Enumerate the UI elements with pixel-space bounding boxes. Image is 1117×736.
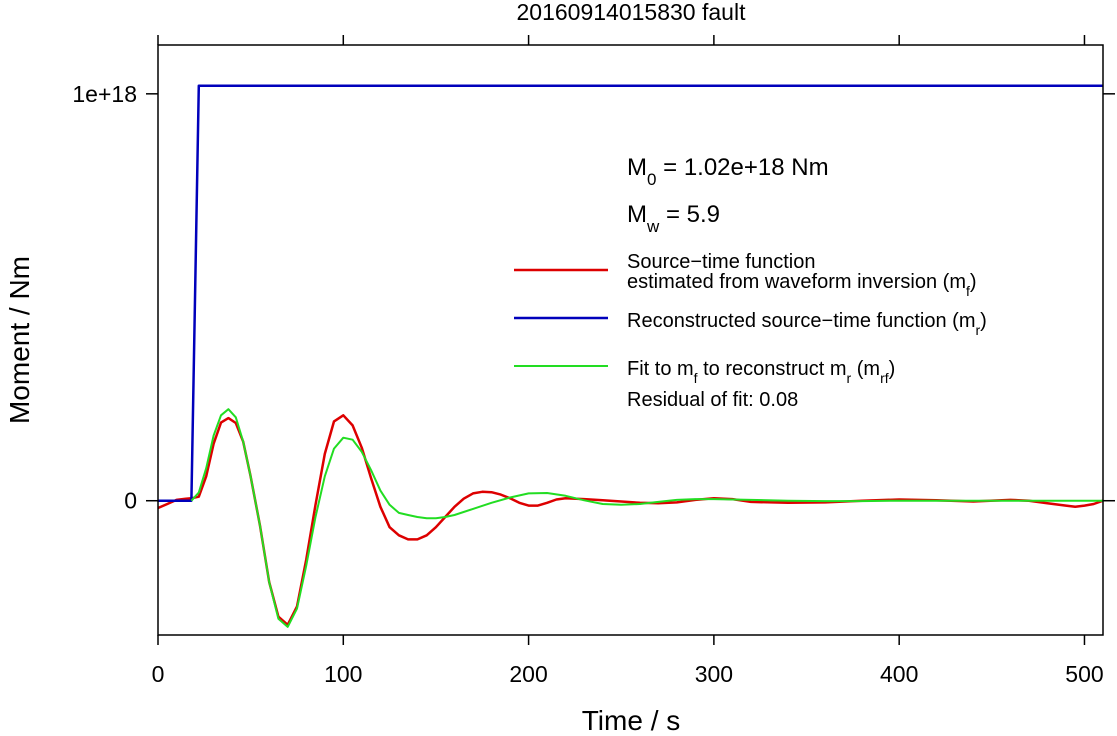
residual-annotation: Residual of fit: 0.08 (627, 389, 798, 411)
y-tick-label: 1e+18 (72, 81, 137, 107)
y-axis-label: Moment / Nm (4, 256, 35, 424)
legend-label: estimated from waveform inversion (mf) (627, 271, 977, 299)
annotations: M0 = 1.02e+18 Nm Mw = 5.9 Residual of fit:… (627, 154, 829, 411)
ticks-layer: 0 100 200 300 400 500 0 1e+18 (72, 35, 1115, 687)
x-tick-label: 400 (880, 661, 918, 687)
x-tick-label: 100 (324, 661, 362, 687)
legend-label: Reconstructed source−time function (mr) (627, 310, 987, 338)
series-mrf-line (190, 408, 1103, 628)
moment-annotation: M0 = 1.02e+18 Nm (627, 154, 829, 189)
x-tick-label: 0 (152, 661, 165, 687)
series-layer (157, 84, 1104, 628)
y-tick-label: 0 (124, 488, 137, 514)
series-mr-line (158, 84, 1103, 502)
x-tick-label: 500 (1065, 661, 1103, 687)
plot-frame (157, 44, 1104, 636)
chart-title: 20160914015830 fault (517, 0, 747, 25)
legend-label: Source−time function (627, 251, 815, 273)
x-tick-label: 300 (695, 661, 733, 687)
x-tick-label: 200 (509, 661, 547, 687)
legend-label: Fit to mf to reconstruct mr (mrf) (627, 358, 895, 386)
x-axis-label: Time / s (582, 705, 681, 736)
magnitude-annotation: Mw = 5.9 (627, 201, 720, 236)
